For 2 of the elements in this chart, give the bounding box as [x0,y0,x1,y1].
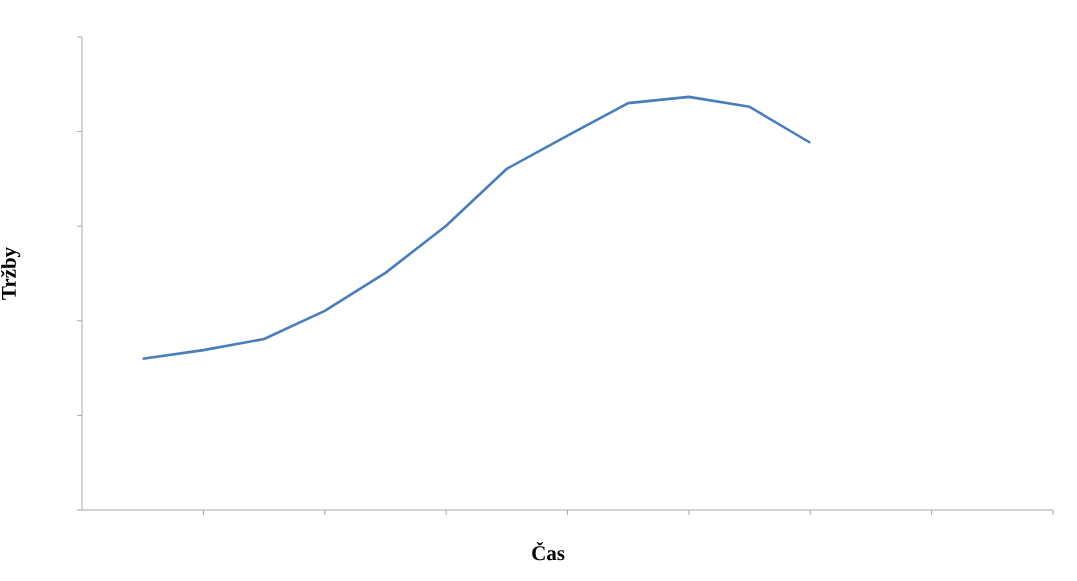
x-axis-title: Čas [532,541,565,561]
y-axis-title: Tržby [0,247,21,300]
